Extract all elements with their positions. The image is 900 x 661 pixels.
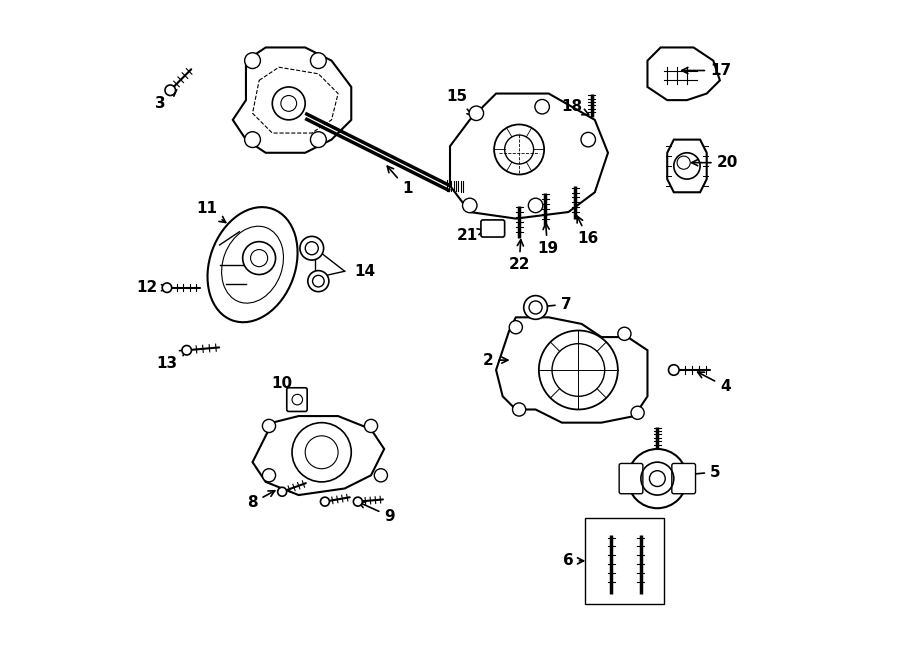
- Circle shape: [263, 469, 275, 482]
- Circle shape: [650, 471, 665, 486]
- Circle shape: [245, 53, 260, 69]
- FancyBboxPatch shape: [481, 220, 505, 237]
- Text: 11: 11: [196, 201, 226, 223]
- Circle shape: [469, 106, 483, 120]
- Circle shape: [581, 132, 596, 147]
- Circle shape: [320, 497, 329, 506]
- FancyBboxPatch shape: [671, 463, 696, 494]
- Text: 7: 7: [539, 297, 572, 312]
- Text: 22: 22: [508, 240, 530, 272]
- Text: 4: 4: [698, 372, 731, 394]
- Text: 16: 16: [577, 216, 598, 246]
- Text: 10: 10: [272, 375, 295, 399]
- Circle shape: [182, 346, 192, 355]
- Text: 18: 18: [562, 99, 589, 115]
- Circle shape: [509, 321, 522, 334]
- Circle shape: [162, 283, 172, 292]
- Circle shape: [245, 132, 260, 147]
- Circle shape: [524, 295, 547, 319]
- Circle shape: [669, 365, 680, 375]
- Circle shape: [364, 419, 378, 432]
- Circle shape: [374, 469, 388, 482]
- Text: 13: 13: [157, 350, 186, 371]
- Text: 6: 6: [563, 553, 583, 568]
- Circle shape: [631, 407, 644, 419]
- Circle shape: [300, 237, 324, 260]
- Circle shape: [617, 327, 631, 340]
- Circle shape: [308, 270, 328, 292]
- Circle shape: [165, 85, 176, 96]
- Text: 17: 17: [681, 63, 731, 78]
- Circle shape: [278, 487, 286, 496]
- Circle shape: [354, 497, 363, 506]
- Text: 14: 14: [355, 264, 375, 279]
- Text: 21: 21: [457, 227, 484, 243]
- Text: 12: 12: [137, 280, 167, 295]
- Circle shape: [310, 132, 327, 147]
- Circle shape: [528, 198, 543, 213]
- Text: 2: 2: [482, 352, 508, 368]
- Text: 15: 15: [446, 89, 473, 116]
- Text: 1: 1: [387, 166, 412, 196]
- Text: 3: 3: [155, 90, 176, 111]
- Circle shape: [310, 53, 327, 69]
- Circle shape: [535, 99, 549, 114]
- Text: 5: 5: [685, 465, 721, 479]
- FancyBboxPatch shape: [287, 388, 307, 411]
- Text: 20: 20: [691, 155, 738, 170]
- Text: 9: 9: [359, 502, 395, 524]
- Circle shape: [263, 419, 275, 432]
- Circle shape: [512, 403, 526, 416]
- Text: 8: 8: [248, 490, 274, 510]
- Text: 19: 19: [537, 223, 558, 256]
- FancyBboxPatch shape: [619, 463, 643, 494]
- Circle shape: [463, 198, 477, 213]
- Circle shape: [243, 242, 275, 274]
